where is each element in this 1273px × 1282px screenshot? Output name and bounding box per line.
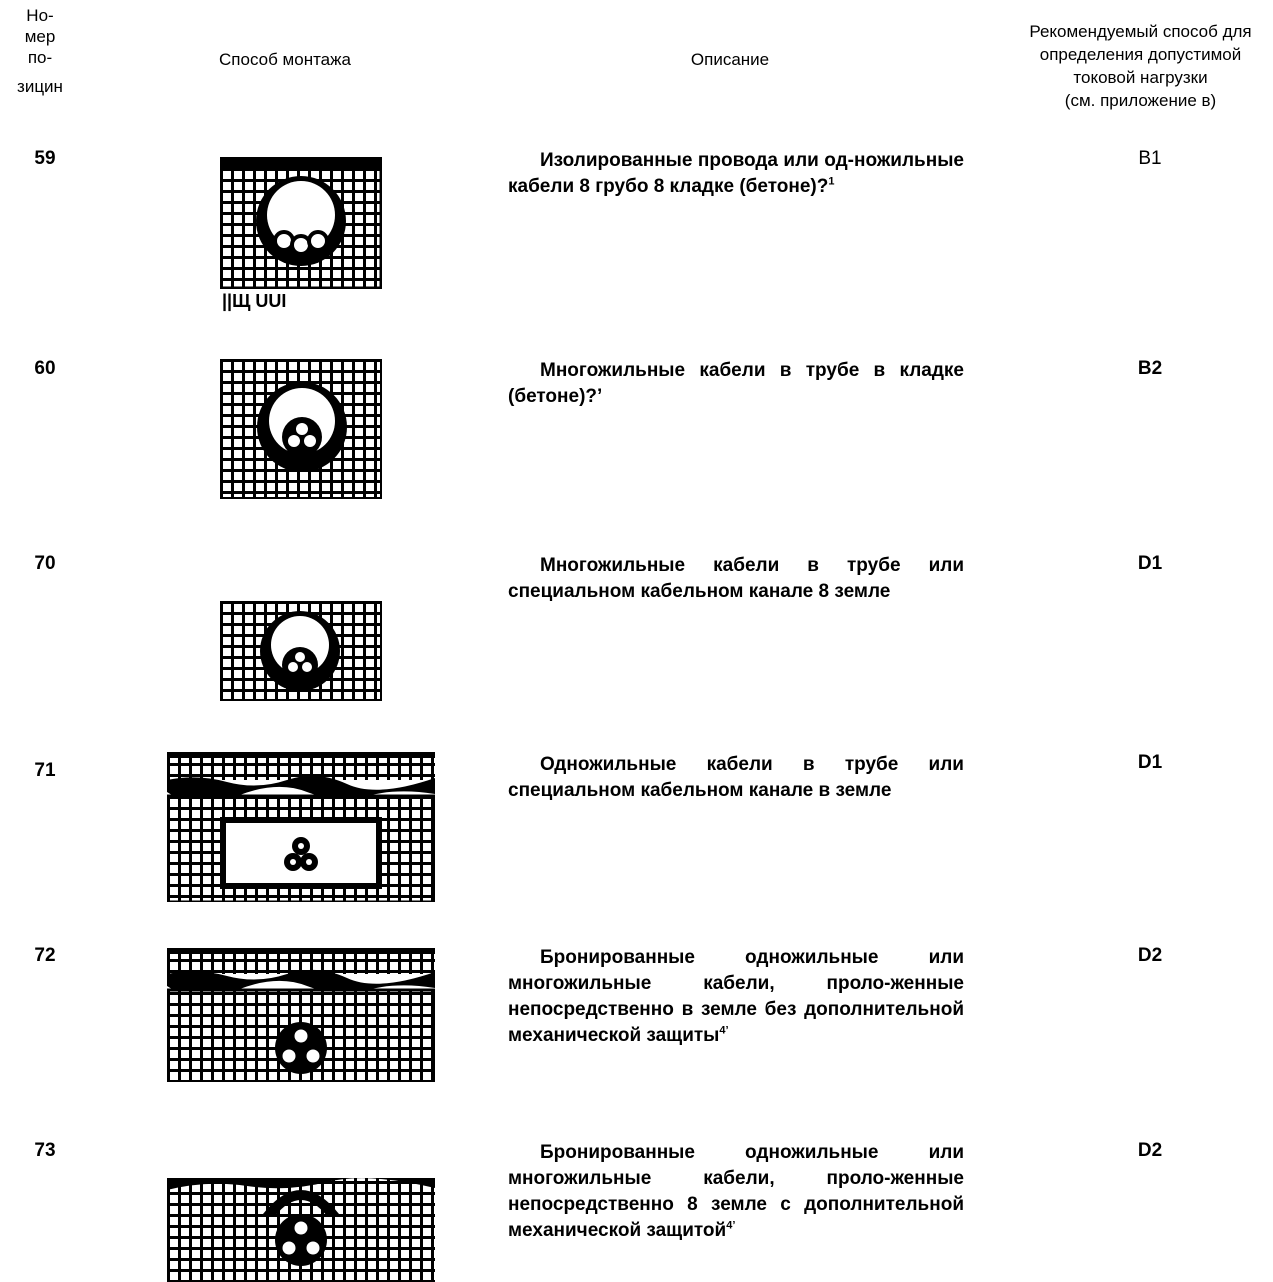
header-position: Но- мер по- зицин xyxy=(0,5,80,97)
footnote-mark: 4’ xyxy=(726,1219,736,1232)
footnote-mark: 1 xyxy=(828,175,835,188)
recommended-method: В1 xyxy=(1138,148,1162,169)
recommended-method: D1 xyxy=(1137,553,1163,574)
header-recommended-line: Рекомендуемый способ для xyxy=(1029,22,1252,41)
row-number: 70 xyxy=(34,553,56,574)
header-position-line: по- xyxy=(27,48,53,67)
multicore-cable-in-conduit-masonry-figure xyxy=(220,359,382,499)
footnote-mark: 4’ xyxy=(719,1024,729,1037)
description-text: Многожильные кабели в трубе в кладке (бе… xyxy=(508,360,964,407)
recommended-method: D2 xyxy=(1137,945,1163,966)
header-recommended-line: (см. приложение в) xyxy=(1064,91,1217,110)
figure-caption: ||Щ UUI xyxy=(222,291,287,311)
armoured-cables-direct-in-ground-figure xyxy=(167,948,435,1082)
header-recommended: Рекомендуемый способ для определения доп… xyxy=(1008,20,1273,112)
description-text: Изолированные провода или од-ножильные к… xyxy=(508,150,964,197)
armoured-cables-with-protection-figure xyxy=(167,1170,435,1282)
description-text: Бронированные одножильные или многожильн… xyxy=(508,947,964,1046)
row-number: 72 xyxy=(34,945,56,966)
row-description: Одножильные кабели в трубе или специальн… xyxy=(508,752,964,804)
single-core-cables-in-ground-duct-figure xyxy=(167,752,435,902)
header-method: Способ монтажа xyxy=(219,50,351,69)
header-recommended-line: определения допустимой xyxy=(1039,45,1242,64)
row-description: Бронированные одножильные или многожильн… xyxy=(508,945,964,1049)
header-position-line: зицин xyxy=(17,77,63,96)
row-description: Многожильные кабели в трубе или специаль… xyxy=(508,553,964,605)
description-text: Одножильные кабели в трубе или специальн… xyxy=(508,754,964,801)
recommended-method: В2 xyxy=(1137,358,1163,379)
row-number: 60 xyxy=(34,358,56,379)
recommended-method: D2 xyxy=(1137,1140,1163,1161)
row-number: 59 xyxy=(34,148,56,169)
row-description: Изолированные провода или од-ножильные к… xyxy=(508,148,964,200)
recommended-method: D1 xyxy=(1137,752,1163,773)
row-description: Многожильные кабели в трубе в кладке (бе… xyxy=(508,358,964,410)
description-text: Бронированные одножильные или многожильн… xyxy=(508,1142,964,1241)
multicore-cable-in-ground-duct-figure xyxy=(220,601,382,701)
header-description: Описание xyxy=(690,50,770,69)
row-description: Бронированные одножильные или многожильн… xyxy=(508,1140,964,1244)
header-position-line: мер xyxy=(24,27,56,46)
row-number: 73 xyxy=(34,1140,56,1161)
description-text: Многожильные кабели в трубе или специаль… xyxy=(508,555,964,602)
header-recommended-line: токовой нагрузки xyxy=(1073,68,1208,87)
header-position-line: Но- xyxy=(26,6,54,25)
conduit-in-masonry-figure xyxy=(220,157,382,289)
row-number: 71 xyxy=(34,760,56,781)
